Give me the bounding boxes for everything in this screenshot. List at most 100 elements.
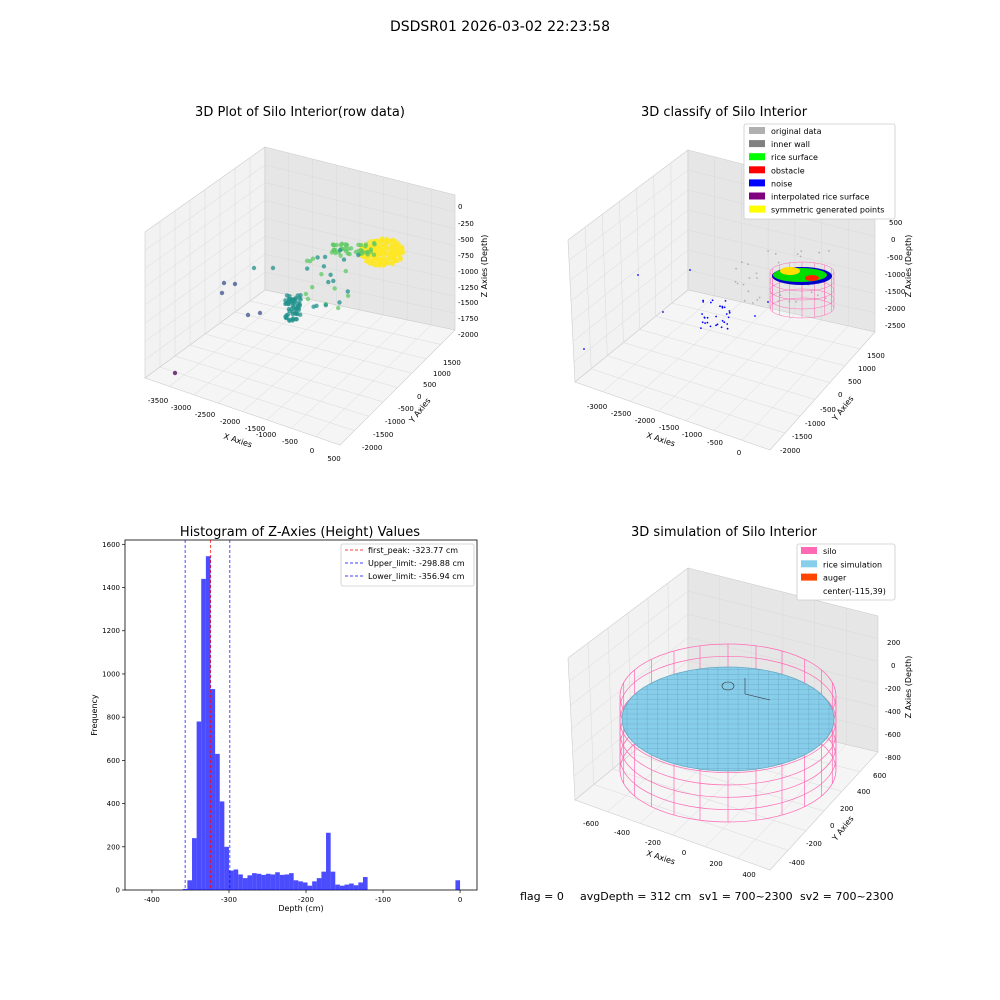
hist-ytick-0: 0	[116, 887, 120, 895]
legend-item-0: silo	[823, 547, 837, 556]
svg-text:1000: 1000	[858, 365, 876, 373]
histogram-axes	[124, 539, 478, 891]
class-point-11	[770, 292, 773, 295]
legend-item-6: symmetric generated points	[771, 206, 884, 215]
svg-text:-2500: -2500	[885, 322, 905, 330]
hist-bar-22	[284, 874, 290, 890]
raw-point-352	[294, 317, 299, 322]
class-point-3	[736, 282, 739, 285]
class-point-18	[779, 294, 782, 296]
class-point-47	[721, 320, 724, 322]
hist-legend-item-0: first_peak: -323.77 cm	[368, 546, 458, 555]
raw-point-241	[393, 242, 398, 247]
hist-ytick-4: 800	[107, 714, 120, 722]
raw-point-296	[332, 243, 337, 248]
svg-text:200: 200	[887, 639, 900, 647]
raw-point-270	[343, 242, 348, 247]
raw-point-299	[364, 250, 369, 255]
raw-point-388	[290, 309, 295, 315]
raw-point-235	[374, 246, 379, 252]
histogram-vlines	[184, 540, 231, 890]
raw-point-383	[285, 301, 291, 306]
hist-xtick-2: -200	[298, 896, 314, 904]
raw-point-254	[390, 237, 395, 242]
class-point-16	[767, 250, 769, 252]
raw-point-381	[284, 315, 289, 320]
hist-bar-21	[279, 874, 285, 890]
panel-1-z-ticks: 0 -250 -500 -750 -1000 -1250 -1500 -1750…	[458, 203, 478, 339]
svg-text:-3500: -3500	[148, 397, 168, 405]
legend-item-5: interpolated rice surface	[771, 193, 869, 202]
svg-text:-2000: -2000	[635, 417, 655, 425]
class-point-46	[704, 322, 706, 324]
svg-text:-1250: -1250	[458, 284, 478, 292]
class-point-41	[727, 316, 730, 319]
hist-bar-31	[326, 832, 331, 890]
hist-bar-37	[353, 885, 359, 890]
hist-ytick-2: 400	[107, 800, 120, 808]
raw-point-316	[337, 300, 342, 305]
class-point-70	[767, 301, 769, 303]
hist-bar-9	[224, 846, 229, 890]
raw-point-320	[322, 254, 328, 260]
raw-point-303	[305, 296, 311, 302]
panel-raw-3d: 3D Plot of Silo Interior(row data) -3500…	[144, 105, 489, 463]
svg-text:0: 0	[310, 447, 314, 455]
hist-xtick-1: -300	[221, 896, 237, 904]
legend-item-1: inner wall	[771, 140, 810, 149]
svg-text:0: 0	[891, 662, 895, 670]
svg-text:-3000: -3000	[587, 403, 607, 411]
raw-point-287	[368, 249, 373, 254]
raw-point-253	[374, 257, 380, 262]
class-point-7	[824, 297, 827, 300]
class-point-15	[747, 290, 750, 293]
legend-item-0: original data	[771, 127, 822, 136]
class-point-40	[728, 311, 731, 314]
hist-bar-5	[205, 556, 211, 890]
panel-2-y-ticks: -2000 -1500 -1000 -500 0 500 1000 1500	[780, 352, 885, 455]
raw-point-323	[307, 259, 313, 264]
raw-point-198	[383, 238, 388, 243]
class-point-29	[756, 299, 759, 301]
panel-1-y-ticks: -2000 -1500 -1000 -500 0 500 1000 1500	[362, 359, 461, 452]
class-point-22	[756, 277, 758, 279]
hist-bar-20	[275, 872, 280, 890]
hist-bar-13	[242, 878, 248, 890]
panel-2-z-ticks: 500 0 -500 -1000 -1500 -2000 -2500	[885, 219, 905, 330]
panel-2-xlabel: X Axies	[645, 431, 676, 449]
svg-text:-750: -750	[458, 252, 474, 260]
hist-bar-14	[247, 875, 253, 890]
class-point-38	[715, 324, 717, 327]
legend-item-1: rice simulation	[823, 560, 882, 569]
svg-text:0: 0	[830, 822, 834, 830]
panel-4-xlabel: X Axies	[645, 849, 676, 867]
class-point-12	[777, 261, 780, 264]
flag-text: flag = 0	[520, 890, 564, 903]
class-point-57	[710, 301, 712, 304]
svg-text:-500: -500	[458, 236, 474, 244]
raw-point-308	[331, 278, 336, 284]
class-point-63	[702, 301, 705, 303]
raw-point-315	[319, 272, 324, 277]
panel-4-z-ticks: 200 0 -200 -400 -600 -800	[885, 639, 901, 762]
svg-text:-1750: -1750	[458, 315, 478, 323]
raw-point-384	[291, 316, 296, 321]
hist-bar-33	[335, 884, 340, 890]
svg-text:-1500: -1500	[885, 288, 905, 296]
svg-text:1500: 1500	[443, 359, 461, 367]
rice-surface	[621, 666, 835, 772]
raw-point-247	[381, 255, 386, 260]
hist-bar-12	[238, 874, 243, 890]
raw-point-238	[396, 251, 401, 257]
raw-point-292	[371, 252, 377, 257]
hist-bar-17	[261, 874, 266, 890]
legend-item-3: obstacle	[771, 166, 805, 175]
class-point-32	[735, 267, 737, 270]
svg-text:0: 0	[891, 236, 895, 244]
svg-text:-1000: -1000	[805, 420, 825, 428]
svg-text:400: 400	[857, 788, 870, 796]
class-point-45	[702, 299, 704, 302]
hist-bar-27	[307, 885, 313, 890]
panel-classify-3d: 3D classify of Silo Interior -3000 -2500…	[567, 105, 913, 457]
